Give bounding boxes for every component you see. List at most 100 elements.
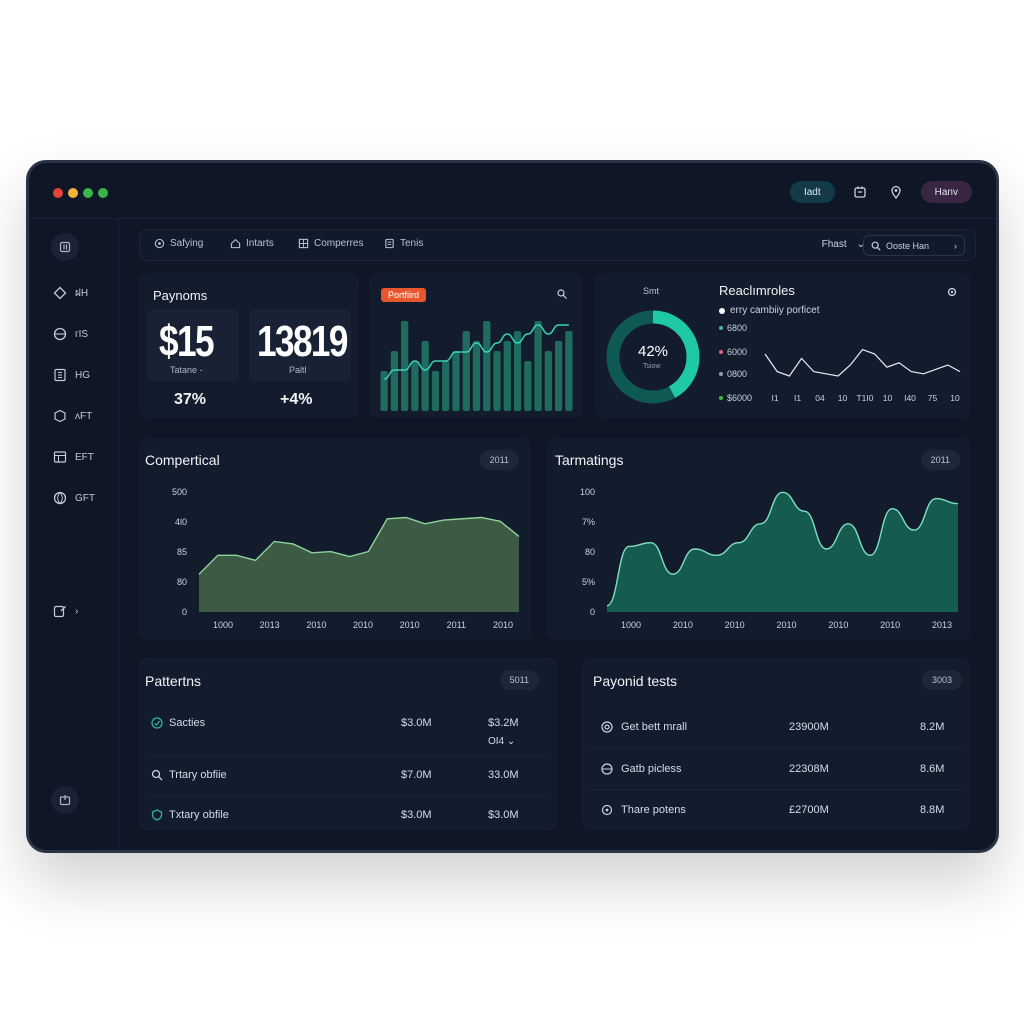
x-tick-label: 2010	[776, 620, 796, 630]
x-tick-label: 1000	[621, 620, 641, 630]
bar	[380, 371, 388, 411]
table-row[interactable]: Thare potens £2700M 8.8M	[589, 791, 962, 831]
tool-item-label: Intarts	[246, 238, 274, 249]
x-tick-label: 04	[815, 393, 825, 403]
row-name: Thare potens	[621, 804, 686, 816]
y-tick-label: 100	[580, 487, 595, 497]
bar	[503, 341, 511, 411]
area-line	[198, 516, 520, 575]
header-button-primary[interactable]: Iadt	[789, 181, 835, 203]
payonid-title: Payonid tests	[593, 673, 678, 689]
tarmatings-title: Tarmatings	[555, 452, 624, 468]
commercial-year-badge[interactable]: 2011	[479, 450, 519, 470]
table-icon	[53, 451, 67, 463]
table-row[interactable]: Sacties $3.0M $3.2M OI4 ⌄	[147, 704, 549, 756]
bar	[421, 341, 429, 411]
bar	[544, 351, 552, 411]
patterns-card: Pattertns 5011 Sacties $3.0M $3.2M OI4 ⌄…	[139, 658, 557, 830]
legend-label: erry cambiiy porficet	[730, 305, 820, 316]
stat-subtitle-1: Tatane -	[170, 365, 203, 375]
row-value-2: 8.6M	[920, 763, 945, 775]
donut-segment	[606, 310, 700, 404]
location-pin-icon[interactable]	[885, 181, 907, 203]
table-row[interactable]: Txtary obfile $3.0M $3.0M	[147, 796, 549, 836]
sidebar-item-7[interactable]: ›	[53, 602, 78, 620]
realtime-line-chart: 6800 6000 0800 $6000 I1 I1 04 10 T1I0 10 I40 75 10	[719, 323, 961, 403]
y-tick-label: 6000	[727, 347, 747, 357]
minimize-dot[interactable]	[68, 188, 78, 198]
y-label-dot	[719, 396, 723, 400]
shield-icon	[151, 809, 163, 824]
gear-icon[interactable]	[946, 285, 958, 303]
row-value-1: $3.0M	[401, 717, 432, 729]
y-tick-label: 5%	[582, 577, 595, 587]
legend-dot	[719, 307, 725, 314]
x-tick-label: 2010	[673, 620, 693, 630]
sidebar-item-3[interactable]: HG	[53, 366, 90, 384]
x-tick-label: 10	[883, 393, 893, 403]
bar	[483, 321, 491, 411]
row-value-1: 22308M	[789, 763, 829, 775]
tool-item-4[interactable]: Tenis	[384, 238, 423, 249]
bar	[462, 331, 470, 411]
y-label-dot	[719, 372, 723, 376]
bar	[513, 331, 522, 411]
target-icon	[601, 721, 613, 736]
x-tick-label: 10	[838, 393, 848, 403]
diamond-icon	[53, 286, 67, 300]
search-input[interactable]: Ooste Han ›	[863, 235, 965, 256]
y-tick-label: 6800	[727, 323, 747, 333]
tool-item-1[interactable]: Safying	[154, 238, 203, 249]
leaf-icon	[151, 717, 163, 732]
stat-subtitle-2: Paltl	[289, 365, 307, 375]
sidebar-item-5[interactable]: EFT	[53, 448, 94, 466]
calendar-icon[interactable]	[849, 181, 871, 203]
donut-label: Smt	[643, 286, 660, 296]
payonid-card: Payonid tests 3003 Get bett mrall 23900M…	[581, 658, 970, 830]
close-dot[interactable]	[53, 188, 63, 198]
sidebar-item-2[interactable]: ᴦIS	[53, 325, 88, 343]
sidebar-item-label: ›	[75, 605, 79, 617]
sidebar-item-4[interactable]: ᴧFT	[53, 407, 92, 425]
filter-dropdown[interactable]: Fhast ⌄	[822, 239, 865, 250]
settings-icon	[601, 804, 613, 819]
maximize-dot[interactable]	[83, 188, 93, 198]
row-value-1: $7.0M	[401, 769, 432, 781]
table-row[interactable]: Gatb picless 22308M 8.6M	[589, 750, 962, 790]
bar	[565, 331, 573, 411]
logout-icon[interactable]	[51, 786, 79, 814]
tool-item-3[interactable]: Comperres	[298, 238, 363, 249]
toolbar: Safying Intarts Comperres Tenis Fhast ⌄ …	[139, 229, 976, 261]
row-value-1: £2700M	[789, 804, 829, 816]
patterns-badge[interactable]: 5011	[499, 670, 539, 690]
row-value-2: 33.0M	[488, 769, 519, 781]
bar	[431, 371, 440, 411]
sidebar-item-label: ฝH	[75, 287, 89, 299]
sidebar-item-1[interactable]: ฝH	[53, 284, 88, 302]
table-row[interactable]: Get bett mrall 23900M 8.2M	[589, 708, 962, 748]
bar	[452, 351, 460, 411]
table-row[interactable]: Trtary obfiie $7.0M 33.0M	[147, 756, 549, 796]
payonid-badge[interactable]: 3003	[921, 670, 962, 690]
menu-icon[interactable]	[51, 233, 79, 261]
extra-dot[interactable]	[98, 188, 108, 198]
tool-item-label: Safying	[170, 238, 204, 249]
tarmatings-year-badge[interactable]: 2011	[920, 450, 960, 470]
row-name: Get bett mrall	[621, 721, 688, 733]
x-tick-label: 2013	[932, 620, 952, 630]
sidebar-item-6[interactable]: GFT	[53, 489, 95, 507]
expand-icon[interactable]	[556, 287, 568, 305]
bar	[493, 351, 501, 411]
search-icon	[871, 241, 881, 251]
realtime-legend: erry cambiiy porficet	[719, 305, 819, 316]
row-value-2: 8.8M	[920, 804, 945, 816]
row-value-2: $3.0M	[488, 809, 519, 821]
bar	[401, 321, 409, 411]
row-dropdown[interactable]: OI4 ⌄	[488, 736, 516, 747]
row-name: Trtary obfiie	[169, 769, 227, 781]
header-button-user[interactable]: Hanv	[920, 181, 972, 203]
tool-item-2[interactable]: Intarts	[230, 238, 274, 249]
row-value-1: 23900M	[789, 721, 829, 733]
tarmatings-area-chart: 100 7% 80 5% 0 1000 2010 2010 2010 2010 2010 2013	[580, 487, 959, 630]
document-icon	[385, 238, 394, 249]
